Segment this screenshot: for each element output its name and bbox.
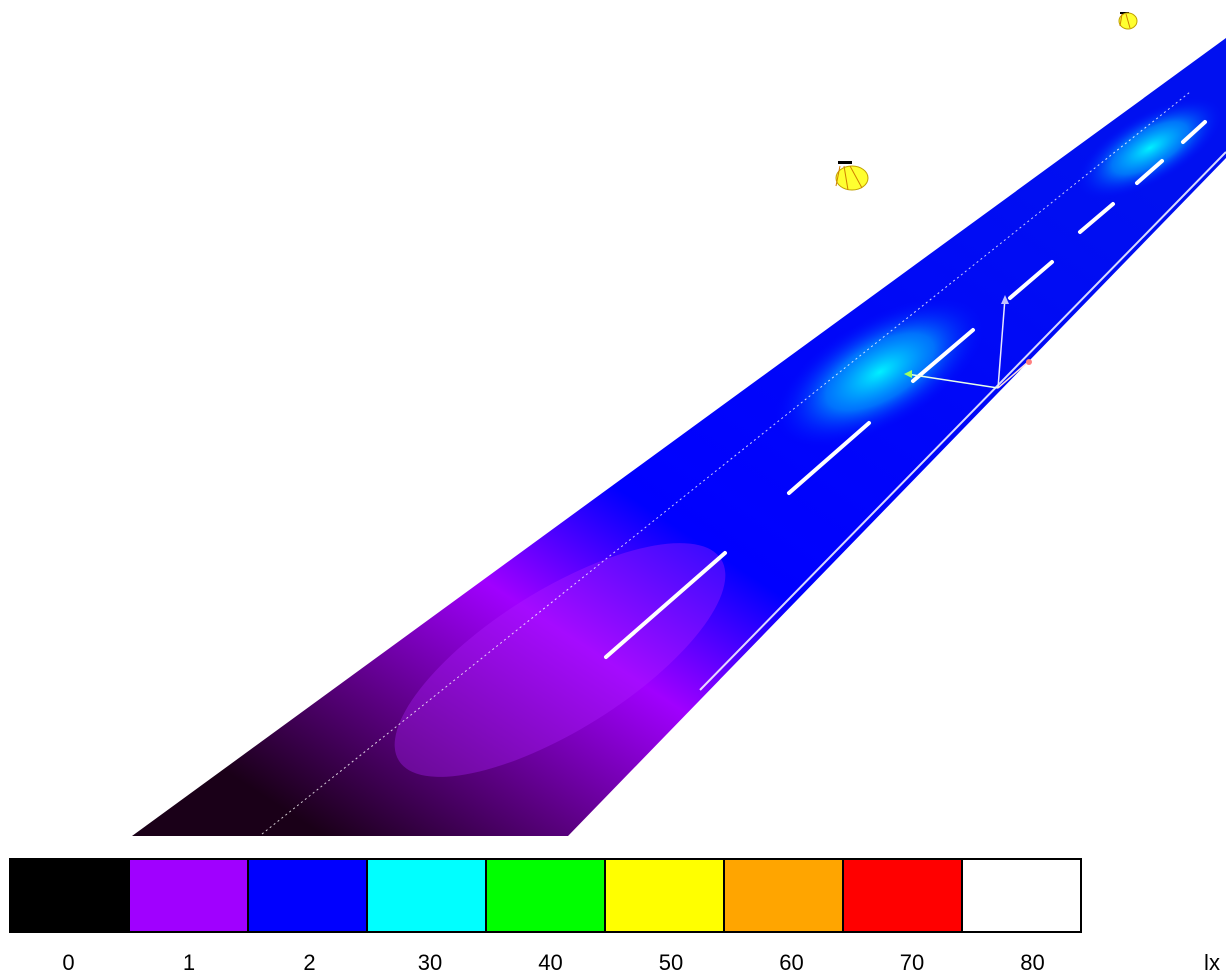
road-illuminance-scene	[132, 12, 1226, 836]
luminaire-icon	[835, 161, 869, 191]
illuminance-hotspot-far	[1074, 95, 1226, 201]
road-surface	[132, 38, 1226, 836]
legend-swatch	[723, 858, 844, 933]
edge-lane-line	[261, 91, 1191, 835]
legend-swatch	[247, 858, 368, 933]
legend-unit: lx	[1204, 950, 1220, 975]
legend-tick-label: 1	[182, 950, 196, 975]
legend-tick-label: 40	[538, 950, 563, 975]
illuminance-legend	[9, 858, 1082, 933]
legend-tick-label: 30	[417, 950, 443, 975]
legend-tick-label: 60	[779, 950, 804, 975]
illuminance-hotspot-near	[772, 295, 988, 449]
legend-tick-label: 80	[1020, 950, 1045, 975]
legend-swatch	[604, 858, 725, 933]
legend-swatch	[485, 858, 606, 933]
road-edge-line	[699, 151, 1226, 691]
legend-tick-label: 70	[899, 950, 925, 975]
luminaire-icon-far	[1118, 12, 1138, 30]
legend-swatch	[961, 858, 1082, 933]
road-edge-line-inner	[719, 163, 1226, 681]
legend-tick-label: 0	[62, 950, 75, 975]
legend-swatch	[128, 858, 249, 933]
legend-tick-label: 50	[658, 950, 684, 975]
centre-line-dashes	[604, 120, 1207, 659]
purple-band	[394, 543, 726, 777]
legend-swatch	[9, 858, 130, 933]
legend-swatch	[366, 858, 487, 933]
legend-tick-label: 2	[303, 950, 316, 975]
legend-swatch	[842, 858, 963, 933]
axis-gizmo	[904, 295, 1032, 389]
